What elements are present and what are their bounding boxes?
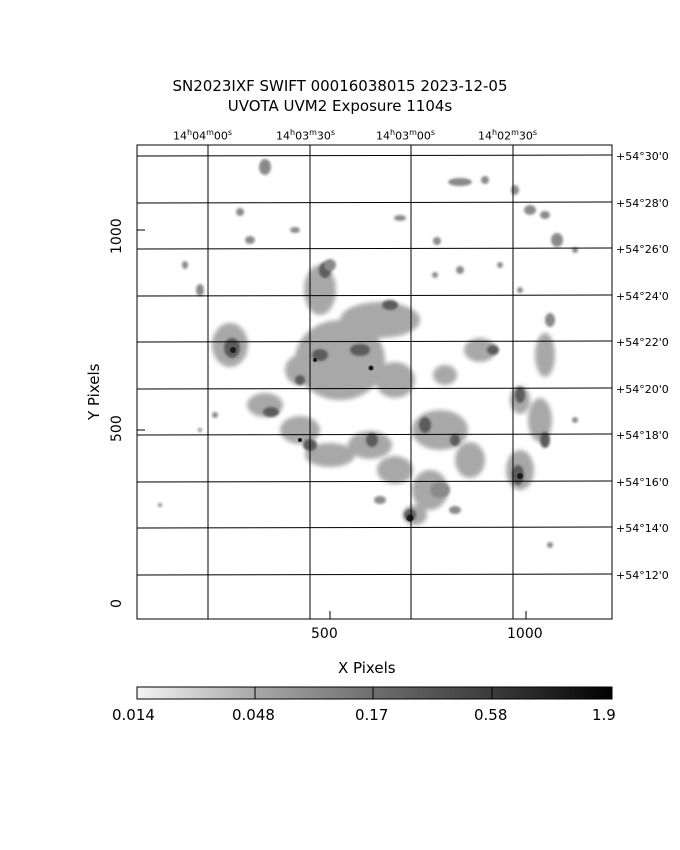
image-subtitle: UVOTA UVM2 Exposure 1104s: [227, 97, 453, 115]
axis-ticks: [137, 229, 527, 620]
ra-label-0: 14h04m00s: [173, 128, 233, 143]
x-tick-500: 500: [311, 626, 338, 642]
colorbar-label-2: 0.17: [355, 706, 389, 724]
colorbar-label-1: 0.048: [232, 706, 275, 724]
image-title: SN2023IXF SWIFT 00016038015 2023-12-05: [172, 77, 508, 95]
dec-label-4: +54°22'0: [616, 336, 669, 349]
dec-label-0: +54°30'0: [616, 150, 669, 163]
ra-label-1: 14h03m30s: [276, 128, 336, 143]
dec-label-2: +54°26'0: [616, 243, 669, 256]
dec-label-6: +54°18'0: [616, 429, 669, 442]
colorbar-label-3: 0.58: [474, 706, 508, 724]
dec-label-7: +54°16'0: [616, 476, 669, 489]
colorbar-ticks: [254, 687, 493, 699]
x-axis-label: X Pixels: [338, 659, 396, 677]
colorbar-label-0: 0.014: [112, 706, 155, 724]
dec-label-1: +54°28'0: [616, 197, 669, 210]
x-tick-1000: 1000: [507, 626, 543, 642]
dec-label-9: +54°12'0: [616, 569, 669, 582]
colorbar-label-4: 1.9: [592, 706, 616, 724]
dec-label-8: +54°14'0: [616, 522, 669, 535]
coordinate-grid: [136, 145, 613, 619]
ra-label-3: 14h02m30s: [478, 128, 538, 143]
ra-label-2: 14h03m00s: [376, 128, 436, 143]
galaxy-image: [158, 159, 578, 548]
colorbar: [136, 686, 613, 700]
dec-label-5: +54°20'0: [616, 383, 669, 396]
dec-label-3: +54°24'0: [616, 290, 669, 303]
plot-frame: [136, 144, 613, 620]
